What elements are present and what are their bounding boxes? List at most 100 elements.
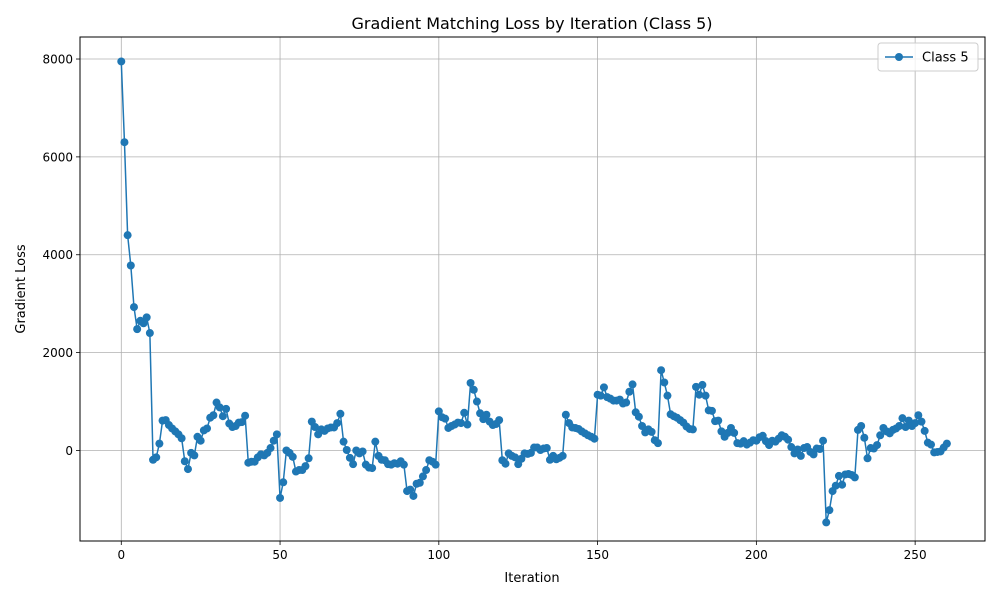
data-point [860, 433, 869, 442]
data-point [142, 313, 151, 322]
data-point [942, 439, 951, 448]
legend-marker-swatch [895, 53, 903, 61]
data-point [418, 472, 427, 481]
data-point [460, 408, 469, 417]
data-point [269, 436, 278, 445]
data-point [139, 319, 148, 328]
data-point [441, 414, 450, 423]
data-point [501, 459, 510, 468]
data-point [203, 424, 212, 433]
data-point [911, 419, 920, 428]
data-point [793, 445, 802, 454]
data-point [495, 416, 504, 425]
data-point [457, 419, 466, 428]
data-point [863, 454, 872, 463]
data-point [133, 325, 142, 334]
data-point [145, 329, 154, 338]
x-tick-label: 200 [745, 548, 768, 562]
data-point [126, 261, 135, 270]
data-point [336, 409, 345, 418]
data-point [129, 303, 138, 312]
data-point [895, 422, 904, 431]
data-point [463, 420, 472, 429]
data-point [368, 464, 377, 473]
data-point [415, 478, 424, 487]
data-point [730, 428, 739, 437]
data-point [625, 387, 634, 396]
y-tick-label: 0 [65, 444, 73, 458]
x-tick-label: 0 [117, 548, 125, 562]
data-point [692, 382, 701, 391]
data-point [406, 485, 415, 494]
data-point [796, 451, 805, 460]
data-point [599, 383, 608, 392]
data-point [784, 435, 793, 444]
data-point [409, 491, 418, 500]
data-point [177, 434, 186, 443]
data-point [819, 436, 828, 445]
data-point [688, 425, 697, 434]
data-point [634, 412, 643, 421]
data-point [472, 397, 481, 406]
x-tick-label: 150 [586, 548, 609, 562]
x-tick-label: 100 [427, 548, 450, 562]
data-point [838, 480, 847, 489]
data-point [542, 444, 551, 453]
data-point [927, 440, 936, 449]
data-point [707, 406, 716, 415]
data-point [857, 422, 866, 431]
data-point [622, 398, 631, 407]
data-point [714, 416, 723, 425]
x-axis-ticks: 0 50 100 150 200 250 [117, 541, 927, 562]
data-point [123, 231, 132, 240]
data-point [873, 441, 882, 450]
data-point [850, 473, 859, 482]
data-point [898, 414, 907, 423]
data-point [628, 380, 637, 389]
data-point [653, 439, 662, 448]
x-tick-label: 50 [272, 548, 287, 562]
data-point [787, 443, 796, 452]
data-point [825, 506, 834, 515]
data-point [349, 460, 358, 469]
data-point [237, 418, 246, 427]
data-point [342, 445, 351, 454]
data-point [920, 426, 929, 435]
data-point [209, 411, 218, 420]
data-point [279, 478, 288, 487]
data-point [215, 403, 224, 412]
data-point [558, 451, 567, 460]
data-point [695, 390, 704, 399]
y-tick-label: 4000 [42, 248, 73, 262]
data-point [180, 457, 189, 466]
data-point [901, 422, 910, 431]
data-point [914, 411, 923, 420]
data-point [276, 493, 285, 502]
data-point [241, 411, 250, 420]
data-series [117, 57, 951, 527]
data-point [822, 518, 831, 527]
data-point [152, 453, 161, 462]
legend: Class 5 [877, 42, 979, 72]
data-point [339, 437, 348, 446]
data-point [333, 419, 342, 428]
data-point [422, 466, 431, 475]
data-point [698, 380, 707, 389]
data-point [371, 437, 380, 446]
data-point [288, 452, 297, 461]
data-point [310, 422, 319, 431]
plot-area [80, 37, 985, 541]
data-point [190, 451, 199, 460]
legend-box [877, 42, 979, 72]
data-point [831, 481, 840, 490]
data-point [815, 445, 824, 454]
data-point [596, 391, 605, 400]
data-point [476, 409, 485, 418]
data-point [272, 430, 281, 439]
data-point [638, 422, 647, 431]
data-point [196, 436, 205, 445]
data-point [120, 138, 129, 147]
data-point [222, 404, 231, 413]
y-tick-label: 6000 [42, 150, 73, 164]
data-point [218, 412, 227, 421]
